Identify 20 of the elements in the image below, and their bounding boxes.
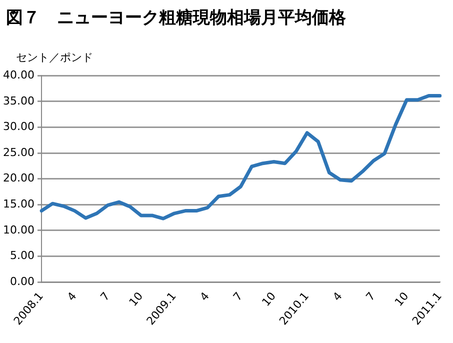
x-tick-label: 4 [198, 290, 212, 304]
y-tick-label: 35.00 [2, 94, 34, 108]
y-tick-label: 20.00 [2, 172, 34, 185]
y-tick-label: 40.00 [2, 68, 34, 82]
x-tick-label: 10 [392, 290, 412, 309]
x-tick-label: 10 [126, 290, 146, 309]
y-tick-label: 30.00 [2, 120, 34, 134]
y-axis-title: セント／ポンド [16, 50, 93, 65]
y-tick-label: 10.00 [2, 223, 34, 236]
y-tick-label: 25.00 [2, 146, 34, 159]
x-tick-label: 7 [230, 290, 246, 304]
x-tick-label: 7 [98, 290, 112, 304]
chart-title: 図７ ニューヨーク粗糖現物相場月平均価格 [6, 7, 346, 29]
y-tick-label: 0.00 [10, 274, 34, 288]
y-tick-label: 5.00 [10, 249, 34, 262]
x-tick-label: 7 [364, 290, 378, 304]
x-tick-label: 10 [259, 290, 278, 309]
x-tick-label: 4 [330, 290, 345, 304]
y-tick-label: 15.00 [2, 197, 34, 210]
x-tick-label: 4 [64, 290, 80, 304]
